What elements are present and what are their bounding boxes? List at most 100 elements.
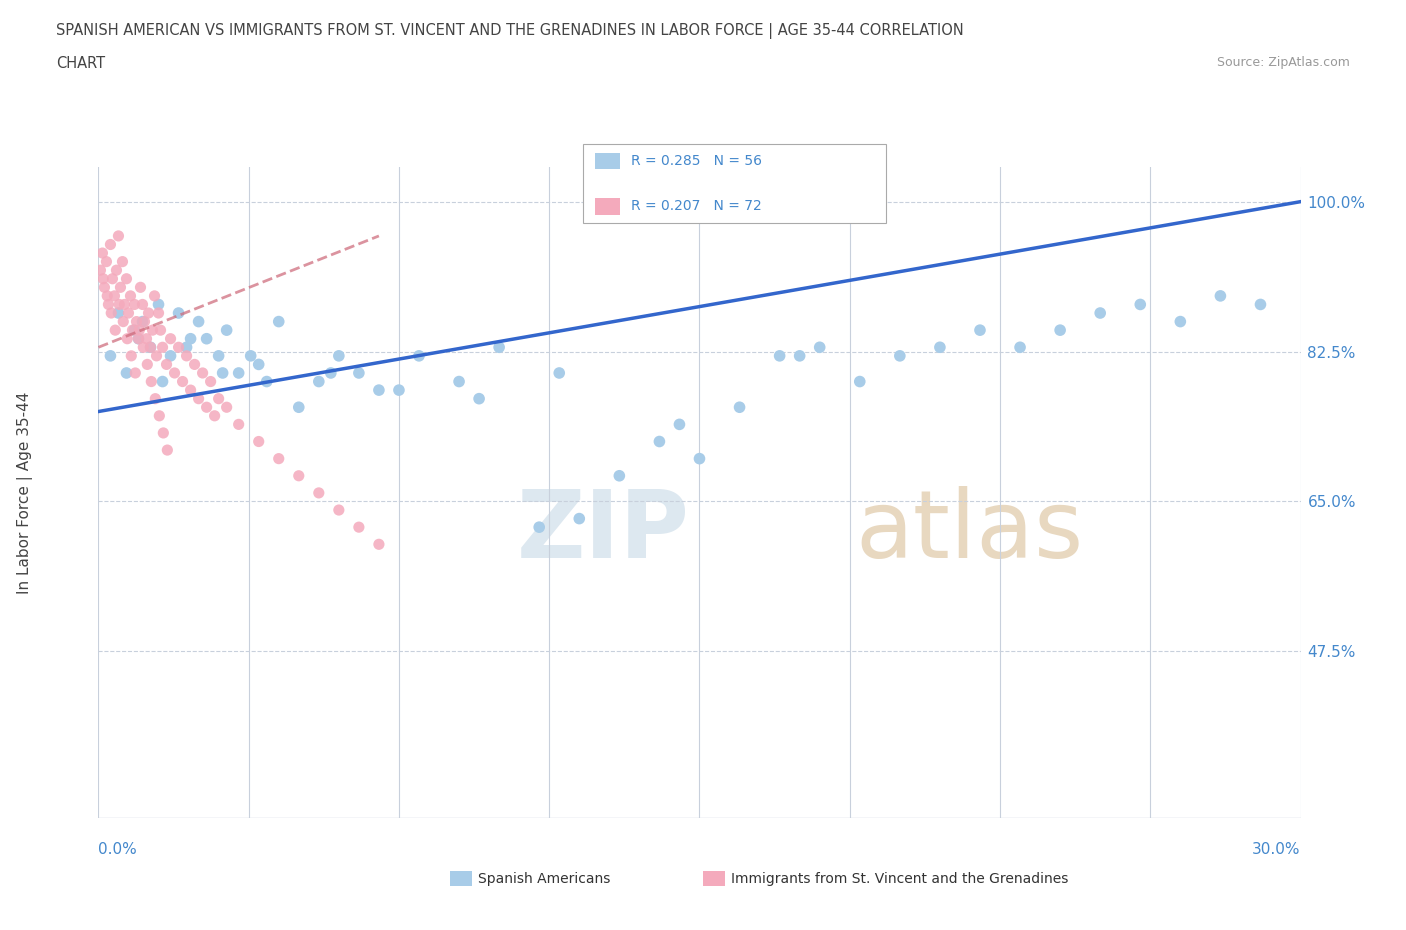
Point [288, 400, 311, 415]
Point [100, 237, 122, 252]
Text: Immigrants from St. Vincent and the Grenadines: Immigrants from St. Vincent and the Gren… [731, 871, 1069, 886]
Point [208, 349, 231, 364]
Text: R = 0.285   N = 56: R = 0.285 N = 56 [631, 153, 762, 168]
Point [568, 512, 591, 526]
Point [107, 229, 129, 244]
Point [91, 246, 114, 260]
Point [256, 374, 278, 389]
Point [163, 365, 186, 380]
Point [117, 306, 139, 321]
Point [136, 357, 159, 372]
Point [112, 314, 135, 329]
Point [131, 297, 153, 312]
Point [167, 306, 190, 321]
Point [929, 339, 952, 354]
Point [347, 520, 370, 535]
Point [143, 392, 166, 406]
Point [135, 331, 157, 346]
Point [128, 331, 150, 346]
Point [191, 365, 214, 380]
Point [808, 339, 831, 354]
Point [488, 339, 510, 354]
Point [529, 520, 551, 535]
Point [187, 392, 209, 406]
Point [689, 451, 711, 466]
Point [139, 339, 162, 354]
Point [228, 365, 250, 380]
Point [172, 374, 194, 389]
Point [368, 382, 391, 397]
Point [668, 417, 690, 432]
Point [108, 297, 131, 312]
Text: 0.0%: 0.0% [98, 842, 138, 857]
Point [183, 357, 205, 372]
Point [104, 323, 127, 338]
Point [152, 374, 174, 389]
Point [388, 382, 411, 397]
Point [96, 254, 118, 269]
Point [139, 339, 162, 354]
Point [143, 288, 166, 303]
Point [1209, 288, 1232, 303]
Text: CHART: CHART [56, 56, 105, 71]
Point [121, 323, 143, 338]
Point [180, 382, 202, 397]
Point [239, 349, 262, 364]
Point [319, 365, 342, 380]
Point [134, 314, 156, 329]
Point [609, 469, 631, 484]
Text: In Labor Force | Age 35-44: In Labor Force | Age 35-44 [17, 392, 34, 594]
Point [91, 272, 114, 286]
Point [117, 331, 139, 346]
Text: Source: ZipAtlas.com: Source: ZipAtlas.com [1216, 56, 1350, 69]
Point [1088, 306, 1111, 321]
Point [155, 357, 177, 372]
Point [1250, 297, 1272, 312]
Point [149, 323, 172, 338]
Point [107, 306, 129, 321]
Point [128, 323, 150, 338]
Point [145, 349, 167, 364]
Point [267, 314, 290, 329]
Point [247, 357, 270, 372]
Point [247, 434, 270, 449]
Point [447, 374, 470, 389]
Point [308, 374, 330, 389]
Point [648, 434, 671, 449]
Point [148, 408, 170, 423]
Point [93, 280, 115, 295]
Point [769, 349, 792, 364]
Point [347, 365, 370, 380]
Point [328, 349, 350, 364]
Point [111, 254, 134, 269]
Point [128, 331, 150, 346]
Point [156, 443, 179, 458]
Point [211, 365, 233, 380]
Point [228, 417, 250, 432]
Point [132, 339, 155, 354]
Text: Spanish Americans: Spanish Americans [478, 871, 610, 886]
Point [328, 502, 350, 517]
Point [180, 331, 202, 346]
Point [1129, 297, 1152, 312]
Point [849, 374, 872, 389]
Point [159, 331, 181, 346]
Point [208, 392, 231, 406]
Point [125, 314, 148, 329]
Point [176, 349, 198, 364]
Point [103, 288, 125, 303]
Point [115, 272, 138, 286]
Point [187, 314, 209, 329]
Point [468, 392, 491, 406]
Point [548, 365, 571, 380]
Point [124, 365, 146, 380]
Point [97, 297, 120, 312]
Point [124, 323, 146, 338]
Point [969, 323, 991, 338]
Point [215, 323, 238, 338]
Point [101, 272, 124, 286]
Point [728, 400, 751, 415]
Point [267, 451, 290, 466]
Point [105, 263, 128, 278]
Point [167, 339, 190, 354]
